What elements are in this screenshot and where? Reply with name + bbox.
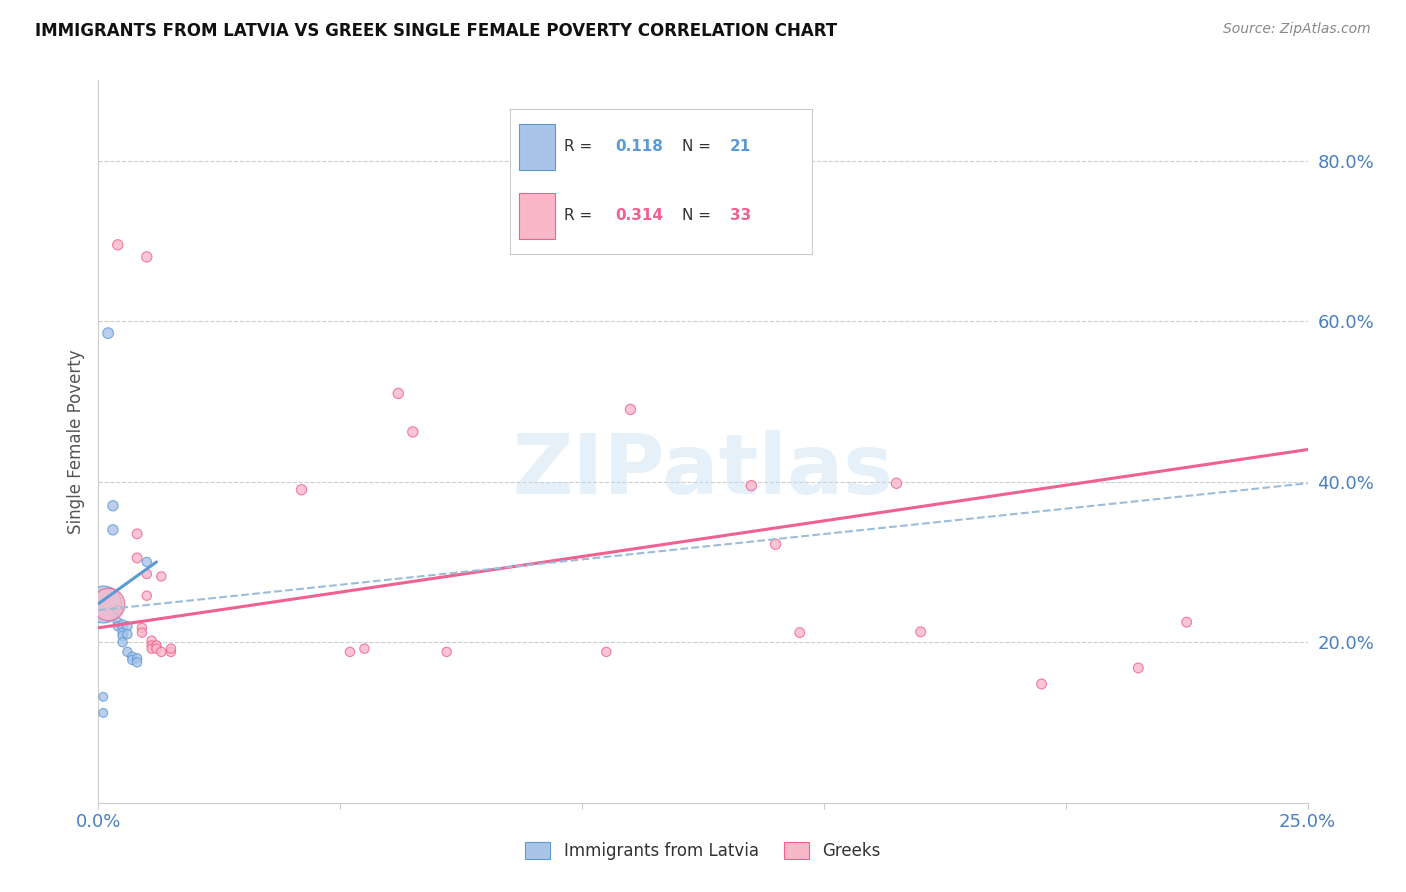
Point	[141, 639, 163, 653]
Point	[101, 499, 124, 513]
Text: Source: ZipAtlas.com: Source: ZipAtlas.com	[1223, 22, 1371, 37]
Point	[150, 569, 173, 583]
Y-axis label: Single Female Poverty: Single Female Poverty	[66, 350, 84, 533]
Point	[111, 621, 134, 635]
Point	[145, 639, 167, 653]
Point	[150, 645, 173, 659]
Point	[111, 617, 134, 632]
Point	[1175, 615, 1198, 630]
Point	[789, 625, 811, 640]
Point	[107, 615, 129, 630]
Point	[160, 645, 183, 659]
Point	[141, 641, 163, 656]
Point	[135, 250, 157, 264]
Point	[107, 237, 129, 252]
Point	[111, 629, 134, 643]
Point	[91, 706, 114, 720]
Point	[595, 645, 617, 659]
Point	[127, 655, 149, 669]
Point	[135, 567, 157, 582]
Point	[127, 651, 149, 665]
Point	[111, 625, 134, 640]
Point	[117, 619, 139, 633]
Point	[160, 641, 183, 656]
Legend: Immigrants from Latvia, Greeks: Immigrants from Latvia, Greeks	[519, 835, 887, 867]
Point	[402, 425, 425, 439]
Point	[101, 523, 124, 537]
Point	[107, 603, 129, 617]
Point	[145, 641, 167, 656]
Point	[107, 619, 129, 633]
Point	[290, 483, 312, 497]
Point	[387, 386, 409, 401]
Point	[135, 589, 157, 603]
Point	[97, 326, 120, 340]
Point	[339, 645, 361, 659]
Point	[91, 597, 114, 611]
Text: IMMIGRANTS FROM LATVIA VS GREEK SINGLE FEMALE POVERTY CORRELATION CHART: IMMIGRANTS FROM LATVIA VS GREEK SINGLE F…	[35, 22, 838, 40]
Point	[117, 645, 139, 659]
Point	[117, 627, 139, 641]
Point	[131, 625, 153, 640]
Point	[121, 653, 143, 667]
Point	[910, 624, 932, 639]
Point	[353, 641, 375, 656]
Point	[141, 633, 163, 648]
Point	[619, 402, 641, 417]
Text: ZIPatlas: ZIPatlas	[513, 430, 893, 511]
Point	[121, 649, 143, 664]
Point	[111, 635, 134, 649]
Point	[436, 645, 458, 659]
Point	[740, 478, 762, 492]
Point	[1031, 677, 1053, 691]
Point	[765, 537, 787, 551]
Point	[91, 690, 114, 704]
Point	[135, 555, 157, 569]
Point	[127, 550, 149, 566]
Point	[97, 597, 120, 611]
Point	[127, 526, 149, 541]
Point	[886, 476, 908, 491]
Point	[131, 621, 153, 635]
Point	[1128, 661, 1150, 675]
